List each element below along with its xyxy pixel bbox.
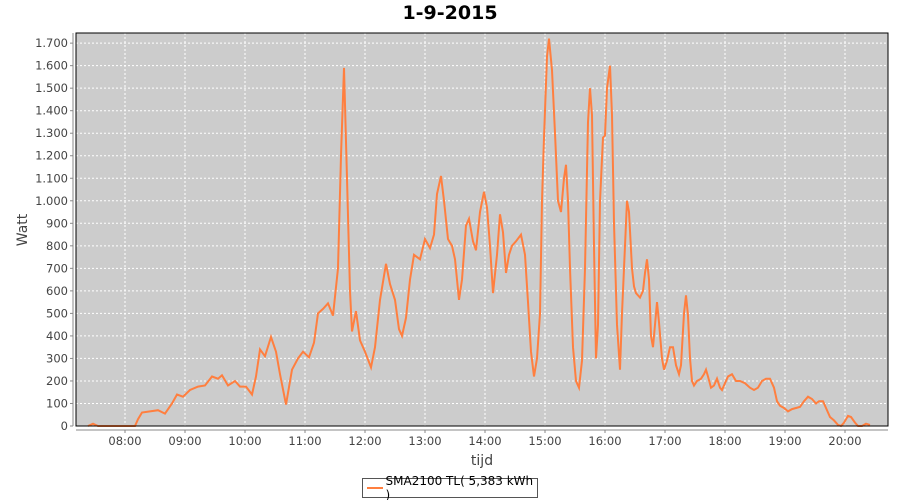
legend-label: SMA2100 TL( 5,383 kWh ) <box>385 474 534 500</box>
y-tick-label: 1.300 <box>35 126 68 140</box>
x-tick-label: 20:00 <box>828 434 861 448</box>
y-tick-label: 800 <box>46 239 68 253</box>
x-tick-label: 10:00 <box>228 434 261 448</box>
x-tick-label: 16:00 <box>588 434 621 448</box>
x-tick-label: 12:00 <box>348 434 381 448</box>
y-tick-label: 700 <box>46 261 68 275</box>
x-tick-label: 15:00 <box>528 434 561 448</box>
y-tick-label: 900 <box>46 216 68 230</box>
y-tick-label: 1.100 <box>35 171 68 185</box>
y-tick-label: 100 <box>46 396 68 410</box>
chart-title: 1-9-2015 <box>402 2 498 24</box>
x-tick-label: 17:00 <box>648 434 681 448</box>
y-tick-label: 1.500 <box>35 81 68 95</box>
x-tick-label: 09:00 <box>168 434 201 448</box>
y-tick-label: 200 <box>46 374 68 388</box>
y-tick-label: 300 <box>46 351 68 365</box>
y-tick-label: 600 <box>46 284 68 298</box>
x-tick-label: 14:00 <box>468 434 501 448</box>
x-tick-label: 08:00 <box>108 434 141 448</box>
plot-area <box>76 33 888 426</box>
y-axis-label: Watt <box>15 213 31 246</box>
series-line <box>87 38 871 428</box>
x-axis-label: tijd <box>471 453 493 469</box>
y-tick-label: 1.600 <box>35 59 68 73</box>
x-tick-label: 18:00 <box>708 434 741 448</box>
plot-frame <box>75 32 889 427</box>
y-tick-label: 1.400 <box>35 104 68 118</box>
y-axis: 0 100 200 300 400 500 600 700 800 900 1.000 1.100 1.… <box>35 33 74 433</box>
x-tick-label: 13:00 <box>408 434 441 448</box>
x-tick-label: 19:00 <box>768 434 801 448</box>
y-tick-label: 400 <box>46 329 68 343</box>
legend-swatch <box>367 487 383 489</box>
grid <box>76 33 888 427</box>
legend: SMA2100 TL( 5,383 kWh ) <box>362 474 538 500</box>
y-tick-label: 1.000 <box>35 194 68 208</box>
y-tick-label: 0 <box>61 419 68 433</box>
y-tick-label: 1.200 <box>35 149 68 163</box>
x-tick-label: 11:00 <box>288 434 321 448</box>
y-tick-label: 1.700 <box>35 36 68 50</box>
x-axis: 08:00 09:00 10:00 11:00 12:00 13:00 14:00 15:00… <box>76 429 888 448</box>
y-tick-label: 500 <box>46 306 68 320</box>
